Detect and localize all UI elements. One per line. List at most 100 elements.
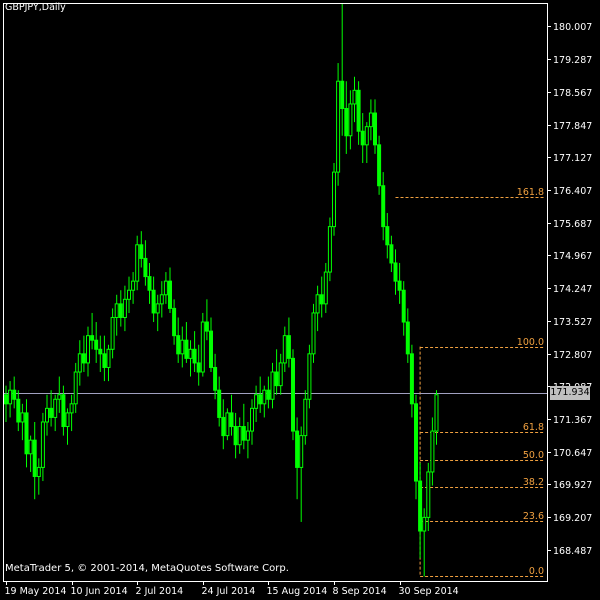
candle: [291, 349, 295, 441]
candle-body: [86, 335, 90, 364]
candle-body: [336, 80, 341, 173]
candle-body: [127, 289, 131, 300]
candle-body: [209, 330, 213, 368]
candle: [323, 262, 328, 313]
candle: [258, 376, 263, 413]
candle-body: [426, 471, 431, 518]
candle: [143, 240, 148, 286]
candle-body: [172, 307, 177, 337]
candle: [311, 303, 316, 363]
candle: [254, 385, 259, 422]
candle: [368, 99, 373, 141]
fibo-level-label: 50.0: [523, 450, 544, 461]
candle-body: [49, 407, 54, 418]
candle-body: [69, 403, 74, 414]
candle-body: [393, 262, 398, 282]
candle-body: [213, 366, 218, 391]
candle-body: [377, 144, 382, 187]
candle: [40, 412, 45, 482]
candle-body: [319, 294, 324, 305]
candle-body: [430, 430, 435, 473]
candle-body: [4, 394, 8, 405]
x-tick-label: 10 Jun 2014: [71, 586, 128, 597]
candle: [163, 272, 168, 304]
x-tick-label: 2 Jul 2014: [136, 586, 184, 597]
candle-body: [77, 353, 82, 373]
fibo-level-label: 0.0: [529, 566, 544, 577]
candle: [430, 417, 435, 486]
candle-body: [258, 394, 263, 405]
candle: [217, 376, 222, 427]
candle-body: [217, 389, 222, 418]
candle-body: [286, 335, 291, 359]
candle: [414, 394, 418, 500]
candle-body: [241, 426, 246, 441]
copyright-text: MetaTrader 5, © 2001-2014, MetaQuotes So…: [5, 563, 289, 574]
candle-body: [233, 426, 238, 446]
candle-body: [61, 394, 66, 428]
candle: [53, 394, 58, 432]
candle-body: [221, 416, 226, 437]
candle-body: [90, 335, 95, 341]
candle: [245, 421, 250, 459]
y-tick-label: 179.287: [553, 55, 592, 66]
candle-body: [270, 371, 275, 400]
x-tick-label: 24 Jul 2014: [202, 586, 256, 597]
candle-body: [266, 389, 271, 400]
candle: [8, 381, 13, 418]
time-axis: 19 May 2014 10 Jun 2014 2 Jul 2014 24 Jul 2…: [5, 581, 459, 597]
candle: [135, 235, 140, 291]
candle: [344, 81, 349, 154]
y-tick-label: 176.407: [553, 186, 592, 197]
candle-body: [40, 421, 45, 468]
symbol-title: GBPJPY,Daily: [5, 2, 66, 13]
fibo-level-label: 23.6: [523, 511, 544, 522]
candle-body: [139, 244, 144, 259]
candle: [336, 63, 341, 186]
candle-body: [200, 321, 205, 373]
candle-body: [381, 185, 386, 228]
candle: [221, 399, 226, 450]
candle-body: [45, 407, 49, 423]
price-axis: 180.007 179.287 178.567 177.847 177.127 176.4…: [547, 22, 592, 557]
y-tick-label: 174.967: [553, 251, 592, 262]
candle-body: [282, 335, 287, 364]
candle-body: [389, 244, 394, 264]
candle-body: [155, 303, 160, 314]
candle-body: [299, 435, 304, 468]
candle: [307, 344, 312, 409]
candle: [168, 267, 172, 313]
candle: [241, 403, 246, 450]
candle-body: [397, 280, 402, 291]
candle: [172, 299, 177, 345]
candle: [12, 376, 17, 409]
candle-body: [250, 407, 254, 432]
candle-body: [28, 439, 33, 455]
candle-body: [340, 80, 345, 109]
candle-body: [418, 480, 423, 532]
candle-body: [184, 339, 189, 359]
candle: [147, 262, 152, 304]
candle-body: [356, 89, 361, 132]
candle-body: [163, 280, 168, 296]
x-tick-label: 15 Aug 2014: [267, 586, 328, 597]
candle-body: [332, 171, 336, 228]
candle-body: [102, 353, 107, 368]
candle-body: [229, 412, 234, 428]
candle-body: [118, 303, 123, 318]
x-tick-label: 30 Sep 2014: [399, 586, 459, 597]
candle-body: [315, 294, 320, 314]
fibo-level-label: 38.2: [523, 477, 544, 488]
candles-layer: [4, 4, 439, 577]
candle: [16, 390, 21, 432]
candle: [340, 4, 345, 136]
candle: [262, 385, 267, 418]
candle-body: [24, 412, 29, 455]
candle: [204, 299, 209, 341]
candle: [188, 340, 193, 377]
candle: [381, 172, 386, 241]
candle: [332, 163, 336, 236]
candle: [69, 394, 74, 432]
